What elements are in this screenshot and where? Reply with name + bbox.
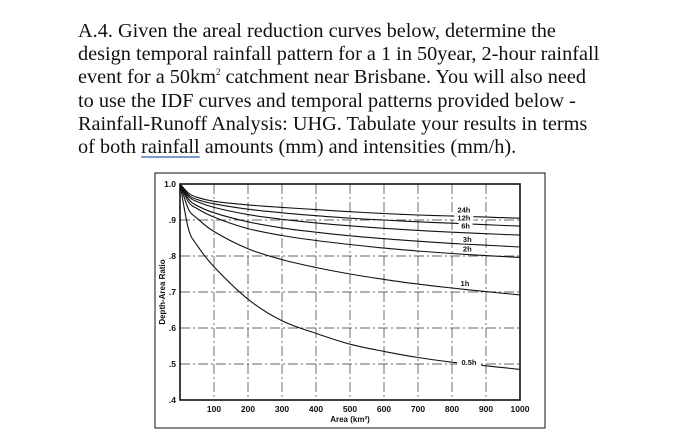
plot-border [179,183,521,401]
question-line-3-prefix: event for a 50km [78,66,216,89]
y-tick-label: .9 [169,215,176,225]
question-line-2: design temporal rainfall pattern for a 1… [78,43,600,66]
curve-label-12h: 12h [457,214,470,223]
curve-label-background [460,244,475,253]
curve-label-background [457,358,481,367]
question-line-3-suffix: catchment near Brisbane. You will also n… [220,66,587,89]
y-tick-label: 1.0 [164,179,176,189]
question-text: A.4. Given the areal reduction curves be… [78,20,678,159]
question-line-6-prefix: of both [78,136,142,159]
curve-label-background [454,206,474,215]
curve-label-3h: 3h [463,235,472,244]
x-axis-title: Area (km²) [330,415,370,424]
curve-1h [179,183,521,296]
tick-labels: 100 200 300 400 500 600 700 800 900 1000 .4 .5 .6 .7.… [164,179,530,414]
question-line-6: of both rainfall amounts (mm) and intens… [78,136,678,159]
curve-label-background [458,221,473,230]
chart-frame [154,172,546,429]
curve-2h [179,183,521,258]
y-tick-label: .6 [169,323,176,333]
curve-12h [179,183,521,227]
curve-label-background [454,214,474,222]
curve-label-6h: 6h [461,221,470,230]
x-tick-label: 400 [309,404,323,414]
curve-24h [179,183,521,219]
question-line-6-suffix: amounts (mm) and intensities (mm/h). [199,136,517,159]
areal-reduction-chart: 100 200 300 400 500 600 700 800 900 1000 .4 .5 .6 .7.… [154,172,546,429]
y-tick-label: .5 [169,359,176,369]
x-tick-label: 300 [275,404,289,414]
y-tick-label: .7 [169,287,176,297]
curve-label-2h: 2h [463,244,472,253]
curve-label-0-5h: 0.5h [461,358,476,367]
x-tick-label: 600 [377,404,391,414]
y-tick-label: .8 [169,251,176,261]
curve-label-background [460,235,475,244]
curves [179,183,521,370]
y-axis-title: Depth-Area Ratio [158,259,167,324]
x-tick-label: 500 [343,404,357,414]
squared-superscript: 2 [215,67,221,78]
question-line-5: Rainfall-Runoff Analysis: UHG. Tabulate … [78,112,588,135]
x-tick-label: 1000 [511,404,530,414]
curve-label-background [457,279,472,288]
curve-0-5h [179,183,521,370]
y-tick-label: .4 [169,395,176,405]
question-line-4: to use the IDF curves and temporal patte… [78,89,576,112]
curve-label-24h: 24h [457,206,470,215]
x-tick-label: 100 [207,404,221,414]
x-tick-label: 200 [241,404,255,414]
spellcheck-underlined-word: rainfall [141,136,200,159]
curve-6h [179,183,521,236]
curve-label-1h: 1h [461,279,470,288]
x-tick-label: 800 [445,404,459,414]
x-tick-label: 900 [479,404,493,414]
x-tick-label: 700 [411,404,425,414]
question-line-3: event for a 50km2 catchment near Brisban… [78,66,678,89]
question-line-1: A.4. Given the areal reduction curves be… [78,20,556,42]
curve-3h [179,183,521,248]
